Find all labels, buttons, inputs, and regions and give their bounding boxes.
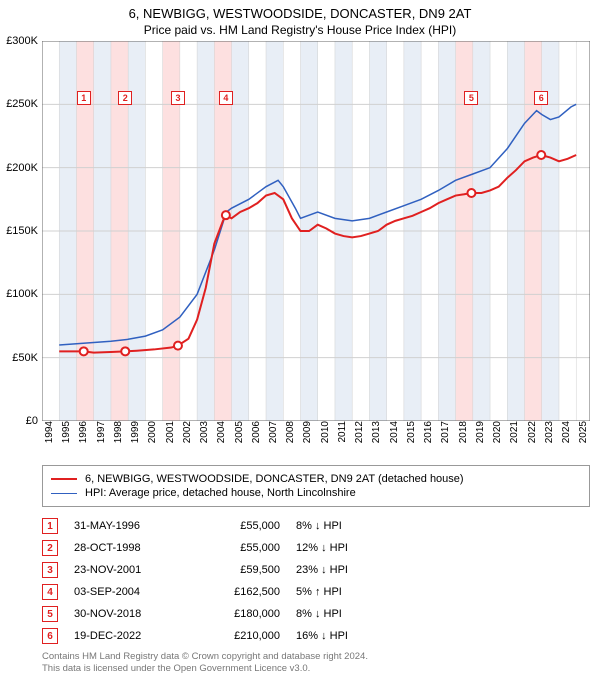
x-tick-label: 2006 — [249, 421, 262, 443]
y-tick-label: £100K — [6, 288, 42, 300]
sale-diff: 12% ↓ HPI — [296, 542, 396, 554]
x-tick-label: 1995 — [59, 421, 72, 443]
sale-diff: 16% ↓ HPI — [296, 630, 396, 642]
x-tick-label: 2002 — [180, 421, 193, 443]
sale-date: 30-NOV-2018 — [74, 608, 184, 620]
x-tick-label: 2014 — [387, 421, 400, 443]
x-tick-label: 2021 — [507, 421, 520, 443]
sales-row: 3 23-NOV-2001 £59,500 23% ↓ HPI — [42, 559, 590, 581]
legend-label: 6, NEWBIGG, WESTWOODSIDE, DONCASTER, DN9… — [85, 473, 464, 485]
x-tick-label: 2022 — [525, 421, 538, 443]
legend-label: HPI: Average price, detached house, Nort… — [85, 487, 356, 499]
x-tick-label: 2018 — [456, 421, 469, 443]
x-tick-label: 2012 — [352, 421, 365, 443]
sale-price: £210,000 — [200, 630, 280, 642]
footer: Contains HM Land Registry data © Crown c… — [42, 651, 590, 676]
sale-date: 31-MAY-1996 — [74, 520, 184, 532]
sale-price: £55,000 — [200, 520, 280, 532]
x-tick-label: 2004 — [214, 421, 227, 443]
sale-date: 23-NOV-2001 — [74, 564, 184, 576]
y-tick-label: £150K — [6, 225, 42, 237]
y-tick-label: £200K — [6, 162, 42, 174]
legend-swatch — [51, 478, 77, 480]
x-tick-label: 2017 — [438, 421, 451, 443]
legend-swatch — [51, 493, 77, 494]
x-tick-label: 2025 — [576, 421, 589, 443]
x-tick-label: 2010 — [318, 421, 331, 443]
chart-area: £0£50K£100K£150K£200K£250K£300K199419951… — [42, 41, 590, 421]
chart-container: 6, NEWBIGG, WESTWOODSIDE, DONCASTER, DN9… — [0, 0, 600, 680]
x-tick-label: 1996 — [76, 421, 89, 443]
x-tick-label: 2015 — [404, 421, 417, 443]
legend-row: 6, NEWBIGG, WESTWOODSIDE, DONCASTER, DN9… — [51, 472, 581, 486]
sale-marker-badge: 3 — [171, 91, 185, 105]
sale-badge: 6 — [42, 628, 58, 644]
sale-badge: 5 — [42, 606, 58, 622]
y-tick-label: £50K — [12, 352, 42, 364]
sale-marker-badge: 6 — [534, 91, 548, 105]
y-tick-label: £300K — [6, 35, 42, 47]
sale-badge: 2 — [42, 540, 58, 556]
sale-diff: 5% ↑ HPI — [296, 586, 396, 598]
legend: 6, NEWBIGG, WESTWOODSIDE, DONCASTER, DN9… — [42, 465, 590, 507]
x-tick-label: 1994 — [42, 421, 55, 443]
sales-row: 5 30-NOV-2018 £180,000 8% ↓ HPI — [42, 603, 590, 625]
sales-row: 4 03-SEP-2004 £162,500 5% ↑ HPI — [42, 581, 590, 603]
sale-price: £162,500 — [200, 586, 280, 598]
sales-row: 1 31-MAY-1996 £55,000 8% ↓ HPI — [42, 515, 590, 537]
x-tick-label: 2005 — [232, 421, 245, 443]
x-tick-label: 2007 — [266, 421, 279, 443]
x-tick-label: 2001 — [163, 421, 176, 443]
x-tick-label: 2013 — [369, 421, 382, 443]
x-tick-label: 2016 — [421, 421, 434, 443]
x-tick-label: 2024 — [559, 421, 572, 443]
x-tick-label: 2000 — [145, 421, 158, 443]
sale-price: £180,000 — [200, 608, 280, 620]
legend-row: HPI: Average price, detached house, Nort… — [51, 486, 581, 500]
x-tick-label: 2011 — [335, 421, 348, 443]
x-tick-label: 2003 — [197, 421, 210, 443]
sale-marker-badge: 1 — [77, 91, 91, 105]
sales-table: 1 31-MAY-1996 £55,000 8% ↓ HPI 2 28-OCT-1998 £… — [42, 515, 590, 647]
chart-title: 6, NEWBIGG, WESTWOODSIDE, DONCASTER, DN9… — [0, 0, 600, 21]
sale-badge: 1 — [42, 518, 58, 534]
y-tick-label: £250K — [6, 98, 42, 110]
x-tick-label: 2020 — [490, 421, 503, 443]
sale-date: 28-OCT-1998 — [74, 542, 184, 554]
chart-subtitle: Price paid vs. HM Land Registry's House … — [0, 21, 600, 41]
sale-price: £55,000 — [200, 542, 280, 554]
footer-line: This data is licensed under the Open Gov… — [42, 663, 590, 675]
sale-date: 19-DEC-2022 — [74, 630, 184, 642]
sale-diff: 8% ↓ HPI — [296, 608, 396, 620]
sale-price: £59,500 — [200, 564, 280, 576]
x-tick-label: 2009 — [300, 421, 313, 443]
sale-badge: 3 — [42, 562, 58, 578]
sales-row: 6 19-DEC-2022 £210,000 16% ↓ HPI — [42, 625, 590, 647]
y-tick-label: £0 — [26, 415, 42, 427]
sale-date: 03-SEP-2004 — [74, 586, 184, 598]
sale-diff: 8% ↓ HPI — [296, 520, 396, 532]
sale-marker-badge: 2 — [118, 91, 132, 105]
footer-line: Contains HM Land Registry data © Crown c… — [42, 651, 590, 663]
x-tick-label: 1999 — [128, 421, 141, 443]
x-tick-label: 2023 — [542, 421, 555, 443]
sales-row: 2 28-OCT-1998 £55,000 12% ↓ HPI — [42, 537, 590, 559]
sale-badge: 4 — [42, 584, 58, 600]
sale-marker-badge: 5 — [464, 91, 478, 105]
x-tick-label: 1998 — [111, 421, 124, 443]
x-tick-label: 1997 — [94, 421, 107, 443]
sale-diff: 23% ↓ HPI — [296, 564, 396, 576]
sale-marker-badge: 4 — [219, 91, 233, 105]
x-tick-label: 2019 — [473, 421, 486, 443]
x-tick-label: 2008 — [283, 421, 296, 443]
